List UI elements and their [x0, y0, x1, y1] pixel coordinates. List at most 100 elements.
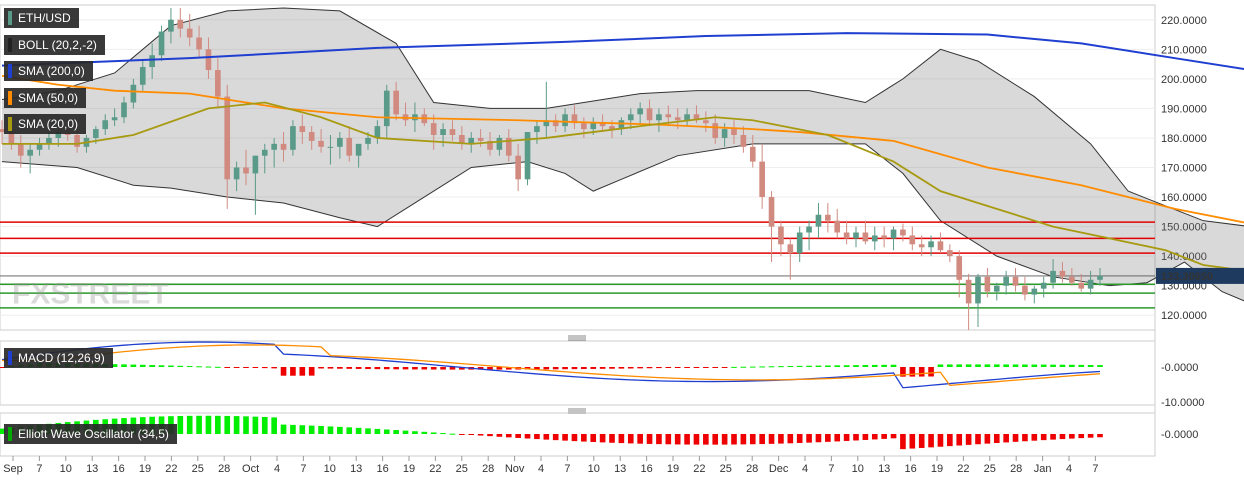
ewo-histogram-bar — [609, 434, 615, 443]
macd-histogram-bar — [130, 364, 137, 367]
macd-histogram-bar — [449, 367, 456, 370]
macd-histogram-bar — [487, 367, 493, 370]
ewo-histogram-bar — [1059, 434, 1066, 440]
ewo-histogram-bar — [721, 434, 728, 445]
candle-body — [383, 90, 390, 127]
ewo-histogram-bar — [712, 434, 719, 445]
macd-histogram-bar — [552, 367, 559, 370]
x-tick-label: 4 — [802, 463, 808, 475]
ewo-histogram-bar — [984, 434, 991, 444]
macd-histogram-bar — [505, 367, 512, 370]
candle-body — [524, 132, 531, 180]
candle-body — [1003, 276, 1009, 286]
candle-body — [290, 126, 296, 150]
macd-histogram-bar — [1069, 364, 1075, 367]
candle-body — [55, 132, 62, 138]
macd-histogram-bar — [121, 364, 127, 367]
candle-body — [768, 197, 775, 227]
candle-body — [1059, 270, 1066, 277]
x-tick-label: 13 — [878, 463, 890, 475]
ewo-histogram-bar — [186, 415, 193, 434]
ewo-histogram-bar — [290, 424, 296, 434]
macd-histogram-bar — [637, 367, 643, 369]
macd-histogram-bar — [825, 365, 831, 367]
ewo-histogram-bar — [327, 426, 334, 434]
ewo-histogram-bar — [890, 434, 897, 439]
ewo-histogram-bar — [224, 415, 231, 434]
ewo-histogram-bar — [374, 428, 381, 434]
macd-histogram-bar — [149, 365, 155, 367]
macd-histogram-bar — [618, 367, 625, 369]
macd-histogram-bar — [646, 367, 653, 369]
macd-histogram-bar — [627, 367, 634, 369]
candle-body — [337, 137, 343, 147]
macd-histogram-bar — [1003, 364, 1009, 367]
candle-body — [477, 137, 484, 141]
macd-histogram-bar — [684, 367, 690, 368]
ewo-histogram-bar — [261, 416, 268, 434]
macd-histogram-bar — [984, 364, 991, 367]
ewo-histogram-bar — [637, 434, 643, 444]
macd-histogram-bar — [656, 367, 662, 369]
macd-histogram-bar — [1087, 364, 1094, 367]
macd-histogram-bar — [543, 367, 550, 370]
macd-histogram-bar — [280, 367, 287, 376]
ewo-histogram-bar — [759, 434, 765, 445]
x-tick-label: 28 — [482, 463, 494, 475]
candle-body — [149, 55, 155, 68]
candle-body — [36, 143, 43, 150]
macd-histogram-bar — [900, 367, 906, 377]
macd-histogram-bar — [215, 366, 221, 368]
x-tick-label: 7 — [564, 463, 570, 475]
ewo-histogram-bar — [524, 434, 531, 439]
candle-body — [562, 114, 568, 127]
candle-body — [130, 84, 137, 103]
ewo-histogram-bar — [731, 434, 737, 445]
x-tick-label: 19 — [931, 463, 943, 475]
x-tick-label: 16 — [376, 463, 388, 475]
ewo-histogram-bar — [834, 434, 841, 442]
macd-histogram-bar — [1059, 364, 1066, 367]
x-tick-label: 7 — [36, 463, 42, 475]
macd-histogram-bar — [477, 367, 484, 370]
ewo-histogram-bar — [355, 427, 362, 434]
ewo-histogram-bar — [646, 434, 653, 444]
ewo-histogram-bar — [618, 434, 625, 444]
macd-histogram-bar — [918, 367, 925, 377]
candle-body — [599, 123, 606, 127]
x-tick-label: 28 — [1010, 463, 1022, 475]
x-tick-label: 13 — [350, 463, 362, 475]
macd-histogram-bar — [862, 365, 869, 367]
ewo-histogram-bar — [552, 434, 559, 441]
candle-body — [787, 244, 794, 254]
candle-body — [881, 235, 887, 239]
x-tick-label: 13 — [614, 463, 626, 475]
ewo-histogram-bar — [280, 424, 287, 434]
candle-body — [665, 114, 672, 118]
candle-body — [346, 137, 353, 156]
candle-body — [1022, 285, 1028, 295]
candle-body — [703, 120, 709, 124]
macd-histogram-bar — [374, 367, 381, 370]
candle-body — [993, 285, 1000, 292]
ewo-histogram-bar — [393, 430, 399, 434]
last-price-tag — [1156, 267, 1244, 284]
candle-body — [871, 235, 878, 242]
ewo-histogram-bar — [947, 434, 953, 447]
ewo-histogram-bar — [562, 434, 568, 441]
ewo-histogram-bar — [515, 434, 521, 438]
candle-body — [712, 123, 719, 138]
macd-label: MACD (12,26,9) — [4, 348, 113, 368]
x-tick-label: 16 — [640, 463, 652, 475]
macd-histogram-bar — [665, 367, 672, 368]
candle-body — [505, 137, 512, 156]
candle-body — [740, 135, 747, 147]
ewo-histogram-bar — [215, 415, 221, 434]
candle-body — [693, 114, 700, 121]
ewo-histogram-bar — [271, 417, 277, 434]
candle-body — [459, 135, 465, 144]
ewo-histogram-bar — [993, 434, 1000, 444]
macd-histogram-bar — [796, 365, 803, 367]
macd-histogram-bar — [327, 367, 334, 369]
ewo-histogram-bar — [590, 434, 597, 442]
